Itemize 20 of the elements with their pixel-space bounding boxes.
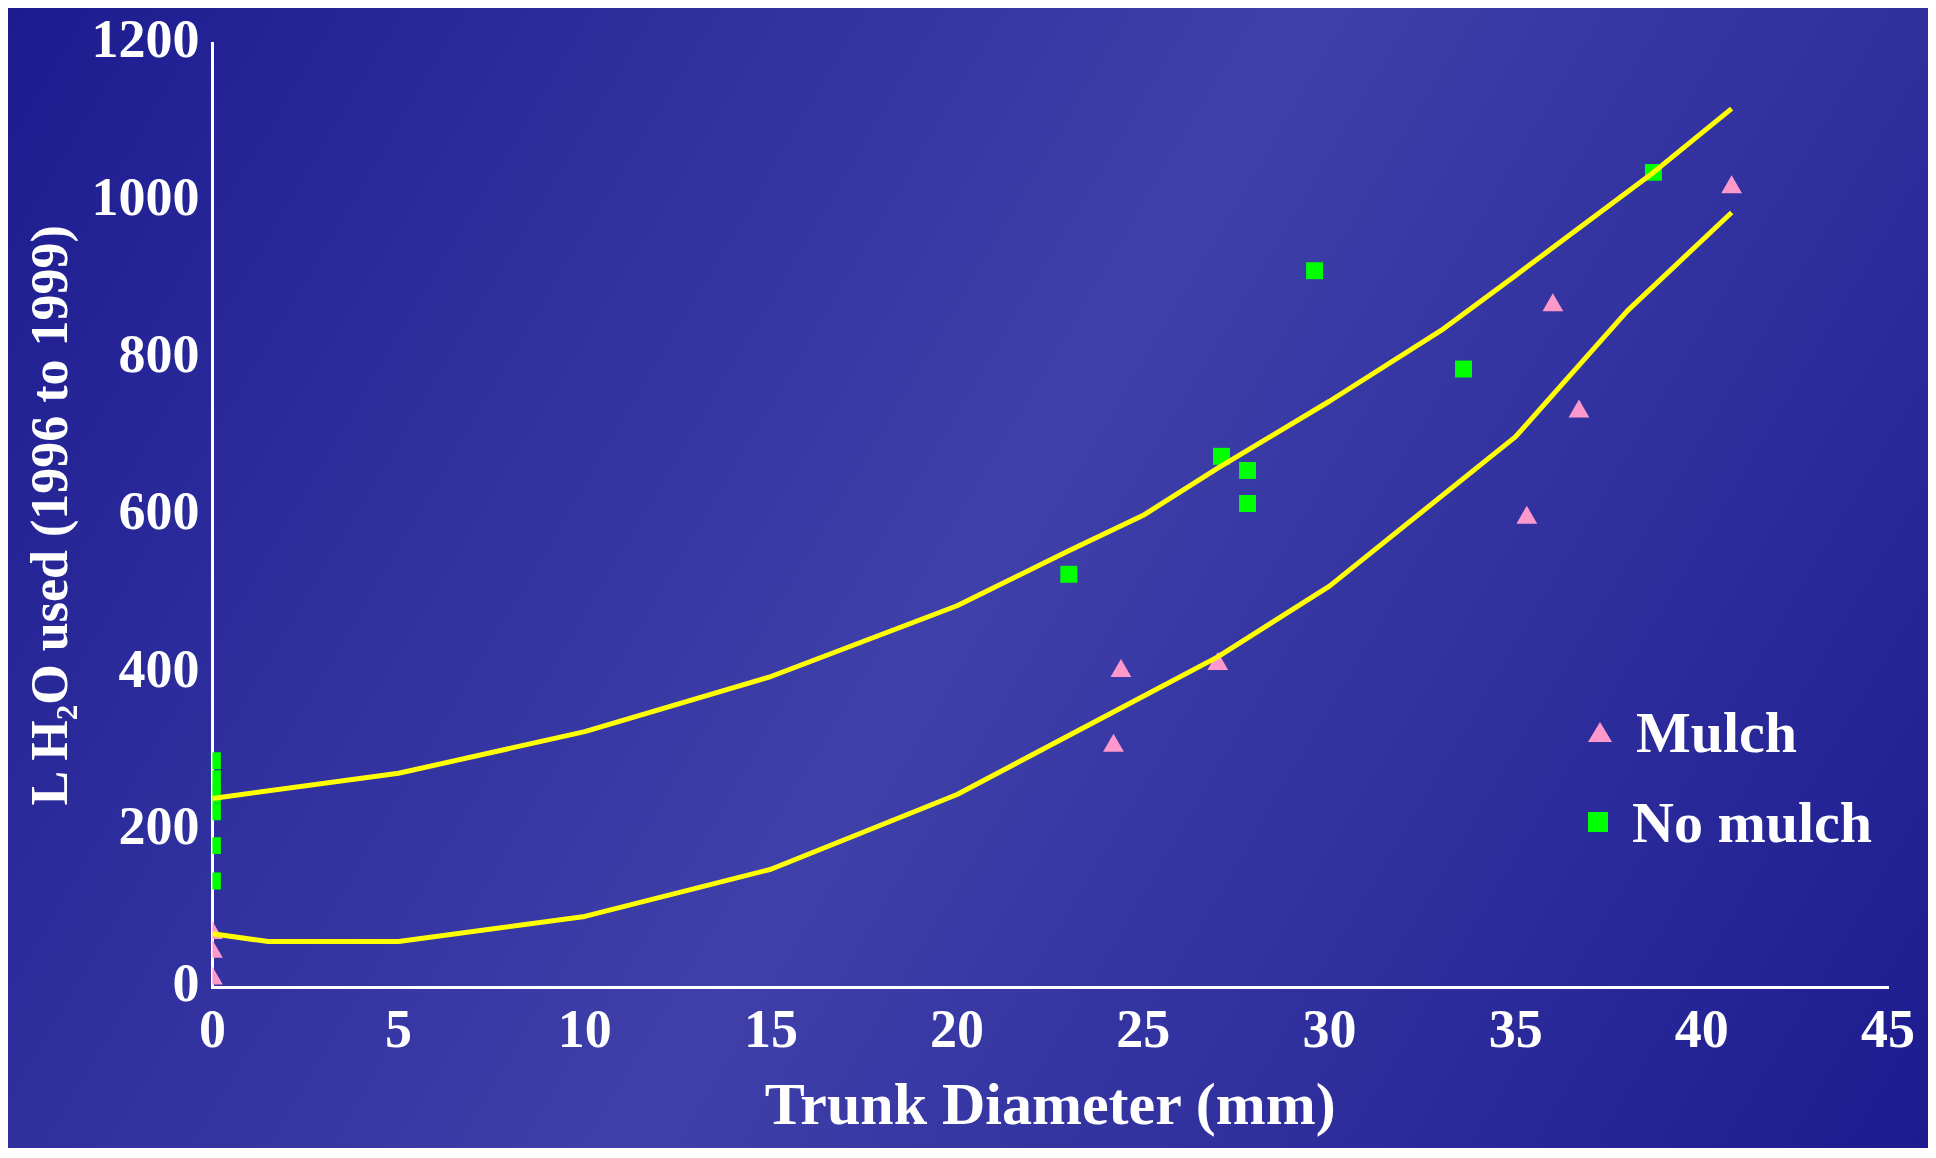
x-tick-label: 20: [930, 998, 985, 1059]
legend-label: No mulch: [1632, 788, 1873, 856]
x-axis-title: Trunk Diameter (mm): [764, 1070, 1336, 1137]
y-tick-label: 0: [172, 953, 200, 1014]
legend-label: Mulch: [1636, 698, 1798, 766]
x-tick-label: 40: [1674, 998, 1729, 1059]
x-tick-label: 35: [1488, 998, 1543, 1059]
x-tick-label: 10: [557, 998, 612, 1059]
x-tick-label: 15: [743, 998, 798, 1059]
y-tick-label: 1200: [91, 9, 200, 70]
x-tick-label: 45: [1861, 998, 1915, 1059]
x-tick-label: 30: [1302, 998, 1357, 1059]
y-tick-label: 1000: [91, 166, 200, 227]
y-tick-label: 600: [118, 481, 200, 542]
y-tick-label: 200: [118, 795, 200, 856]
y-tick-label: 800: [118, 323, 200, 384]
y-axis-title: L H₂O used (1996 to 1999): [20, 225, 79, 806]
y-tick-label: 400: [118, 638, 200, 699]
x-tick-label: 25: [1116, 998, 1171, 1059]
x-tick-label: 5: [385, 998, 413, 1059]
